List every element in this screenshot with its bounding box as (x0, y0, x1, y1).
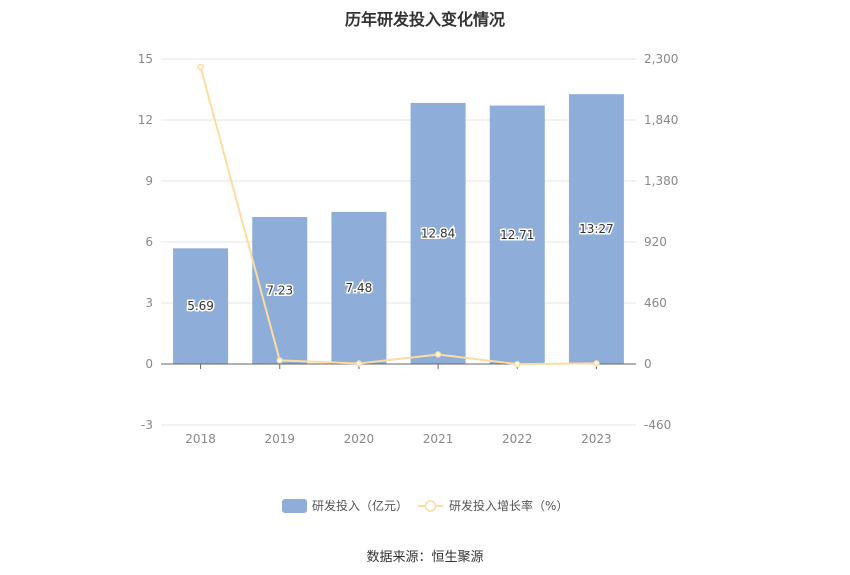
legend-label-line: 研发投入增长率（%） (449, 498, 568, 513)
y-right-tick-label: -460 (644, 418, 671, 432)
legend-swatch-marker (424, 500, 437, 512)
y-right-tick-label: 460 (644, 296, 667, 310)
y-left-tick-label: 6 (145, 235, 153, 249)
growth-point (514, 360, 521, 368)
growth-point (593, 360, 600, 367)
growth-point (197, 63, 204, 71)
x-tick-label: 2021 (423, 432, 454, 446)
bar-data-label: 12.71 (500, 228, 534, 242)
bar (410, 102, 466, 365)
chart-title: 历年研发投入变化情况 (344, 10, 505, 29)
bar (173, 248, 229, 364)
y-right-tick-label: 2,300 (644, 52, 678, 66)
y-left-tick-label: 12 (138, 113, 153, 127)
y-right-tick-label: 1,380 (644, 174, 678, 188)
bar-data-label: 5.69 (187, 299, 214, 313)
bar-data-label: 12.84 (421, 226, 455, 240)
bar-data-label: 7.48 (346, 281, 373, 295)
y-right-tick-label: 0 (644, 357, 652, 371)
x-tick-label: 2020 (344, 432, 375, 446)
bar (568, 94, 624, 364)
data-source: 数据来源：恒生聚源 (366, 550, 484, 565)
x-tick-label: 2019 (264, 432, 295, 446)
y-left-tick-label: 0 (145, 357, 153, 371)
x-tick-label: 2018 (185, 432, 216, 446)
bar-data-label: 7.23 (266, 283, 293, 297)
growth-line (199, 66, 597, 366)
legend-swatch-bar (282, 499, 307, 513)
x-tick-label: 2023 (581, 432, 612, 446)
x-tick-label: 2022 (502, 432, 533, 446)
legend-label-bar: 研发投入（亿元） (312, 498, 408, 513)
y-left-tick-label: 9 (145, 174, 153, 188)
y-left-tick-label: -3 (141, 418, 153, 432)
y-left-tick-label: 3 (145, 296, 153, 310)
growth-point (434, 351, 442, 358)
y-right-tick-label: 1,840 (644, 113, 678, 127)
y-right-tick-label: 920 (644, 235, 667, 249)
growth-point (276, 357, 283, 364)
bar-data-label: 13:27 (579, 222, 614, 236)
y-left-tick-label: 15 (138, 52, 153, 66)
bar (331, 211, 387, 364)
bar (489, 105, 545, 365)
growth-point (355, 360, 363, 367)
